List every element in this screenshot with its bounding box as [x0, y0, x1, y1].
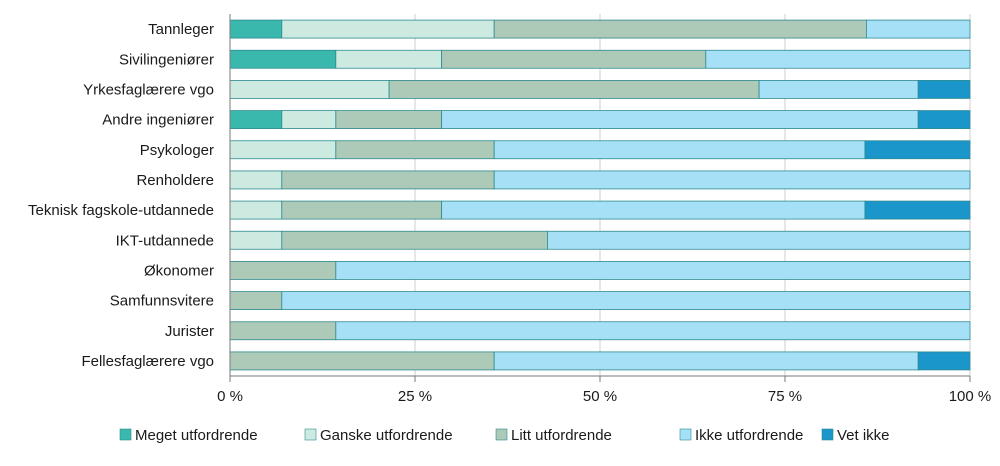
category-label: Fellesfaglærere vgo: [81, 353, 214, 370]
legend-label: Ganske utfordrende: [320, 427, 453, 444]
bar-segment: [281, 230, 548, 250]
category-label: Andre ingeniører: [102, 112, 214, 129]
bar-segment: [229, 19, 283, 39]
bar-segment: [335, 321, 971, 341]
category-labels: Tannleger Sivilingeniører Yrkesfaglærere v…: [28, 21, 214, 370]
bar-segment: [758, 80, 919, 99]
legend-swatch: [821, 428, 834, 441]
x-tick-labels: 0 % 25 % 50 % 75 % 100 %: [217, 388, 991, 405]
bar-segment: [864, 200, 971, 220]
bar-segment: [229, 49, 337, 69]
bar-segment: [388, 80, 760, 99]
bar-segment: [229, 110, 283, 129]
bar-segment: [229, 351, 495, 371]
bar-segment: [493, 351, 919, 371]
category-label: Teknisk fagskole-utdannede: [28, 202, 214, 219]
bar-segment: [441, 200, 866, 220]
category-label: Jurister: [165, 323, 214, 340]
bar-segment: [281, 110, 337, 129]
category-label: Tannleger: [148, 21, 214, 38]
legend-label: Ikke utfordrende: [695, 427, 803, 444]
bar-segment: [229, 140, 337, 160]
bar-segment: [229, 200, 283, 220]
bar-segment: [441, 110, 919, 129]
bar-segment: [229, 261, 337, 280]
bar-segment: [281, 291, 971, 310]
bar-segment: [866, 19, 971, 39]
category-label: Sivilingeniører: [119, 51, 214, 68]
legend-label: Meget utfordrende: [135, 427, 258, 444]
x-tick-label: 75 %: [768, 388, 802, 405]
bar-segment: [917, 110, 971, 129]
category-label: Renholdere: [136, 172, 214, 189]
bar-segment: [281, 200, 443, 220]
legend-label: Litt utfordrende: [511, 427, 612, 444]
bars: [229, 19, 971, 371]
axes: [229, 14, 971, 382]
bar-segment: [229, 170, 283, 190]
bar-segment: [547, 230, 971, 250]
bar-segment: [335, 110, 443, 129]
bar-segment: [281, 170, 495, 190]
category-label: Økonomer: [144, 262, 214, 279]
gridlines: [414, 14, 971, 376]
bar-segment: [335, 140, 495, 160]
legend: Meget utfordrende Ganske utfordrende Litt …: [119, 427, 890, 444]
legend-swatch: [495, 428, 508, 441]
bar-segment: [229, 321, 337, 341]
category-label: IKT-utdannede: [116, 232, 214, 249]
category-label: Yrkesfaglærere vgo: [83, 81, 214, 98]
bar-segment: [281, 19, 495, 39]
bar-segment: [335, 49, 443, 69]
bar-segment: [229, 230, 283, 250]
legend-swatch: [304, 428, 317, 441]
category-label: Psykologer: [140, 142, 214, 159]
legend-swatch: [119, 428, 132, 441]
x-tick-label: 100 %: [949, 388, 992, 405]
bar-segment: [229, 80, 390, 99]
x-tick-label: 50 %: [583, 388, 617, 405]
bar-segment: [493, 140, 866, 160]
legend-swatch: [679, 428, 692, 441]
legend-label: Vet ikke: [837, 427, 890, 444]
bar-segment: [917, 351, 971, 371]
bar-segment: [917, 80, 971, 99]
bar-segment: [493, 170, 971, 190]
bar-segment: [864, 140, 971, 160]
bar-segment: [335, 261, 971, 280]
category-label: Samfunnsvitere: [110, 293, 214, 310]
x-tick-label: 25 %: [398, 388, 432, 405]
bar-segment: [441, 49, 707, 69]
bar-segment: [493, 19, 867, 39]
bar-segment: [229, 291, 283, 310]
bar-segment: [705, 49, 971, 69]
x-tick-label: 0 %: [217, 388, 243, 405]
